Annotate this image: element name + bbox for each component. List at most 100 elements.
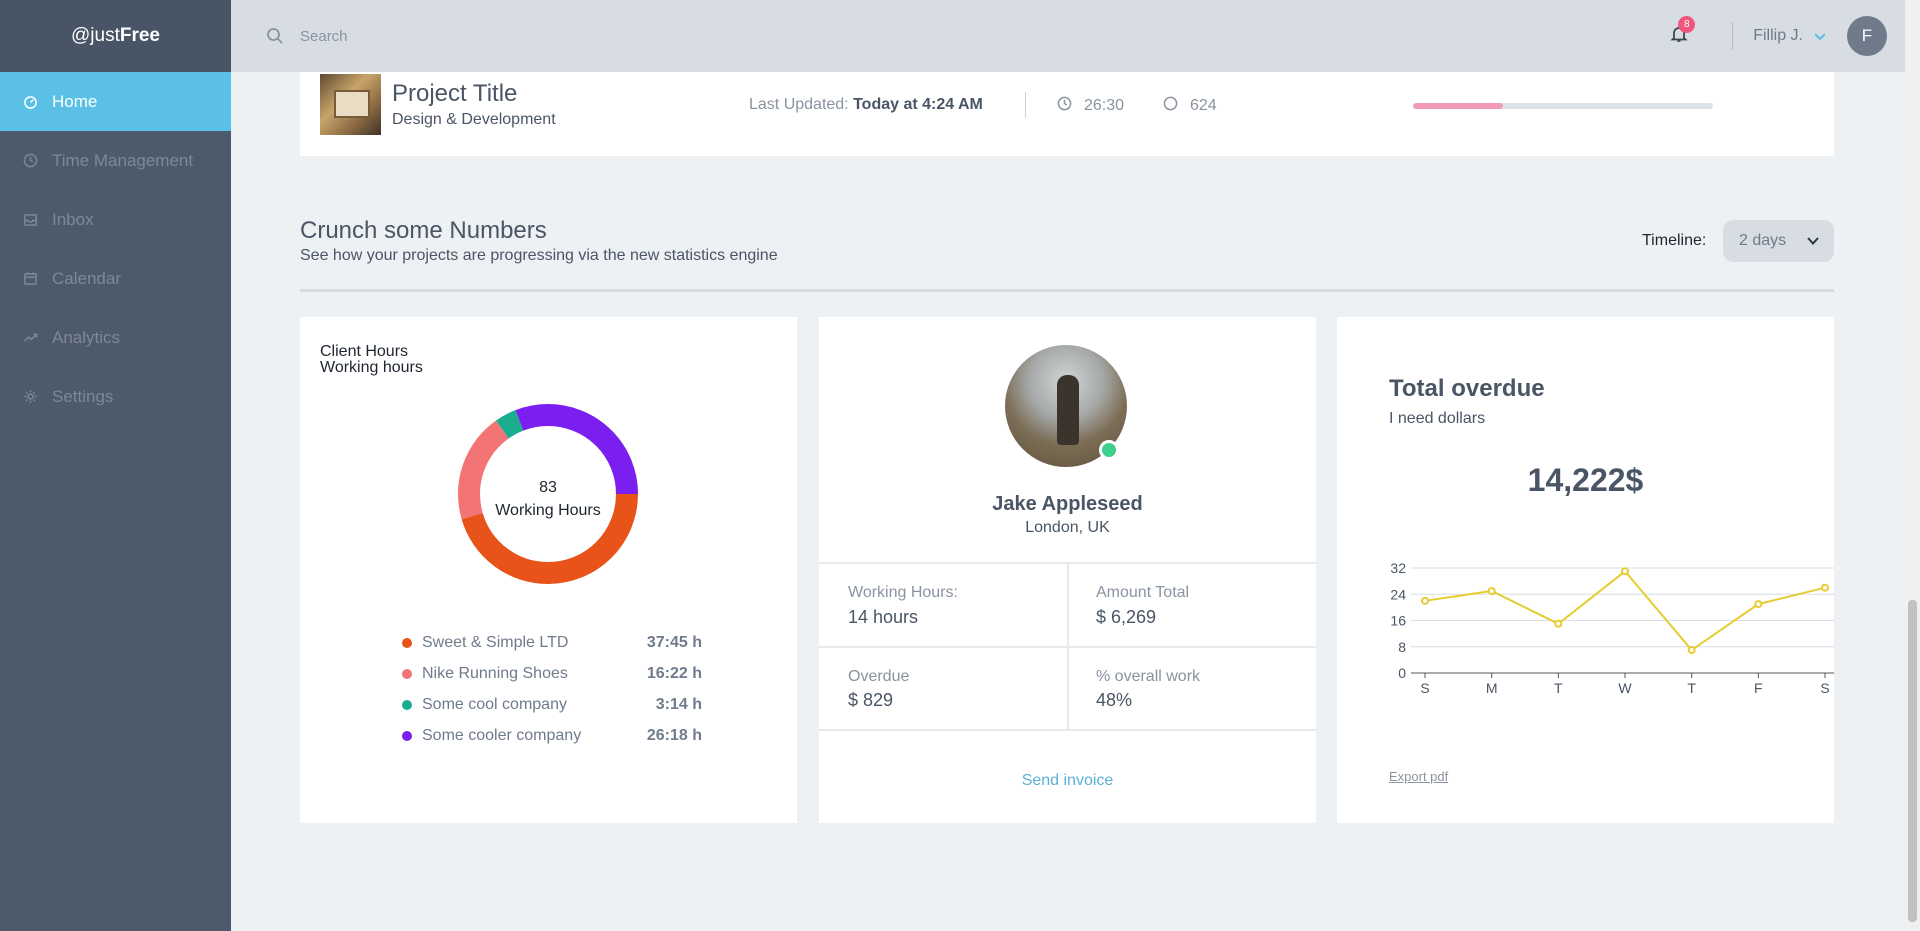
dashboard-icon: [22, 94, 38, 110]
section-title: Crunch some Numbers: [300, 217, 547, 244]
client-hours-title-line2: Working hours: [320, 359, 423, 376]
project-progress-fill: [1413, 103, 1503, 109]
sidebar-item-inbox[interactable]: Inbox: [0, 190, 231, 249]
legend-item: Nike Running Shoes 16:22 h: [402, 658, 702, 689]
data-point: [1487, 586, 1496, 595]
overdue-amount: 14,222$: [1527, 462, 1644, 498]
clock-icon: [1057, 96, 1084, 116]
stat-label-amount-total: Amount Total: [1096, 584, 1190, 601]
client-hours-title: Client Hours Working hours: [320, 344, 423, 376]
avatar[interactable]: F: [1847, 16, 1887, 56]
sidebar-item-calendar[interactable]: Calendar: [0, 249, 231, 308]
data-point: [1687, 646, 1696, 655]
inbox-icon: [22, 212, 38, 228]
x-tick-label: M: [1486, 680, 1498, 696]
legend-value: 37:45 h: [646, 633, 702, 651]
legend-dot: [402, 699, 412, 710]
overdue-title: Total overdue: [1389, 375, 1545, 402]
working-hours-donut: 83 Working Hours: [458, 404, 638, 584]
y-tick-label: 8: [1398, 639, 1406, 655]
donut-center-value: 83: [539, 479, 557, 496]
x-tick-label: S: [1820, 680, 1829, 696]
last-updated-value: Today at 4:24 AM: [853, 96, 983, 113]
profile-location: London, UK: [1025, 519, 1110, 536]
user-area: 8 Fillip J. F: [1670, 0, 1905, 72]
y-tick-label: 16: [1390, 613, 1406, 629]
donut-segment-0: [458, 404, 638, 584]
trend-icon: [22, 330, 38, 346]
divider: [819, 562, 1316, 564]
comment-icon: [1163, 96, 1190, 116]
client-legend: Sweet & Simple LTD 37:45 h Nike Running …: [402, 627, 702, 751]
data-point: [1554, 619, 1563, 628]
scrollbar[interactable]: [1905, 0, 1920, 931]
search-input[interactable]: [300, 27, 700, 45]
divider: [1067, 564, 1069, 730]
legend-name: Some cool company: [422, 695, 567, 713]
x-tick-label: T: [1687, 680, 1696, 696]
client-hours-title-line1: Client Hours: [320, 343, 409, 360]
send-invoice-button[interactable]: Send invoice: [1021, 772, 1114, 789]
divider: [819, 729, 1316, 731]
sidebar-item-label: Settings: [52, 386, 114, 406]
sidebar-item-home[interactable]: Home: [0, 72, 231, 131]
y-tick-label: 0: [1398, 665, 1406, 681]
project-comments: 624: [1163, 96, 1217, 116]
notifications-button[interactable]: 8: [1670, 16, 1696, 47]
online-status-dot: [1099, 440, 1119, 460]
series-line: [1424, 569, 1826, 652]
profile-card: Jake Appleseed London, UK Working Hours:…: [819, 317, 1316, 823]
stat-value-overdue: $ 829: [848, 690, 894, 710]
sidebar-item-label: Calendar: [52, 268, 121, 288]
legend-dot: [402, 730, 412, 741]
legend-value: 3:14 h: [655, 695, 702, 713]
sidebar-item-analytics[interactable]: Analytics: [0, 308, 231, 367]
sidebar-item-time-management[interactable]: Time Management: [0, 131, 231, 190]
project-progress-bar: [1413, 103, 1713, 109]
legend-dot: [402, 668, 412, 679]
stat-value-overall-work: 48%: [1096, 690, 1133, 710]
gear-icon: [22, 389, 38, 405]
project-last-updated: Last Updated: Today at 4:24 AM: [749, 96, 983, 114]
project-thumbnail: [320, 74, 381, 135]
donut-segment-1: [458, 404, 638, 584]
brand-bold: Free: [119, 25, 160, 46]
timeline-label: Timeline:: [1642, 232, 1707, 249]
brand-prefix: @just: [71, 25, 120, 46]
legend-dot: [402, 637, 412, 648]
sidebar-item-settings[interactable]: Settings: [0, 367, 231, 426]
overdue-line-chart: 0 8 16 24 32 S M T W T F S: [1390, 562, 1834, 696]
brand-logo[interactable]: @just Free: [0, 0, 231, 72]
notification-badge: 8: [1678, 16, 1696, 33]
legend-value: 26:18 h: [646, 726, 702, 744]
last-updated-label: Last Updated:: [749, 96, 849, 113]
legend-item: Some cool company 3:14 h: [402, 689, 702, 720]
overdue-subtitle: I need dollars: [1389, 410, 1486, 427]
sidebar-item-label: Analytics: [52, 327, 121, 347]
profile-name: Jake Appleseed: [992, 493, 1143, 515]
timeline-select[interactable]: 2 days: [1723, 220, 1834, 262]
timeline-value: 2 days: [1739, 232, 1787, 249]
username[interactable]: Fillip J.: [1753, 27, 1803, 44]
project-title[interactable]: Project Title: [392, 80, 518, 107]
project-time-value: 26:30: [1084, 97, 1125, 114]
x-tick-label: T: [1554, 680, 1563, 696]
data-point: [1754, 600, 1763, 609]
sidebar: @just Free Home Time Management Inbox Cal…: [0, 0, 231, 931]
project-subtitle: Design & Development: [392, 111, 556, 128]
y-tick-label: 32: [1390, 562, 1406, 576]
divider: [1025, 92, 1026, 118]
divider: [1732, 22, 1734, 50]
stat-value-working-hours: 14 hours: [848, 607, 919, 627]
project-comments-value: 624: [1190, 97, 1217, 114]
chevron-down-icon[interactable]: [1813, 29, 1827, 43]
x-tick-label: W: [1618, 680, 1632, 696]
legend-name: Some cooler company: [422, 726, 582, 744]
scrollbar-thumb[interactable]: [1908, 600, 1917, 922]
calendar-icon: [22, 271, 38, 287]
search-icon: [266, 27, 284, 45]
sidebar-item-label: Home: [52, 91, 98, 111]
export-pdf-link[interactable]: Export pdf: [1389, 769, 1449, 784]
project-row[interactable]: Project Title Design & Development Last …: [300, 72, 1834, 156]
topbar: 8 Fillip J. F: [231, 0, 1905, 72]
